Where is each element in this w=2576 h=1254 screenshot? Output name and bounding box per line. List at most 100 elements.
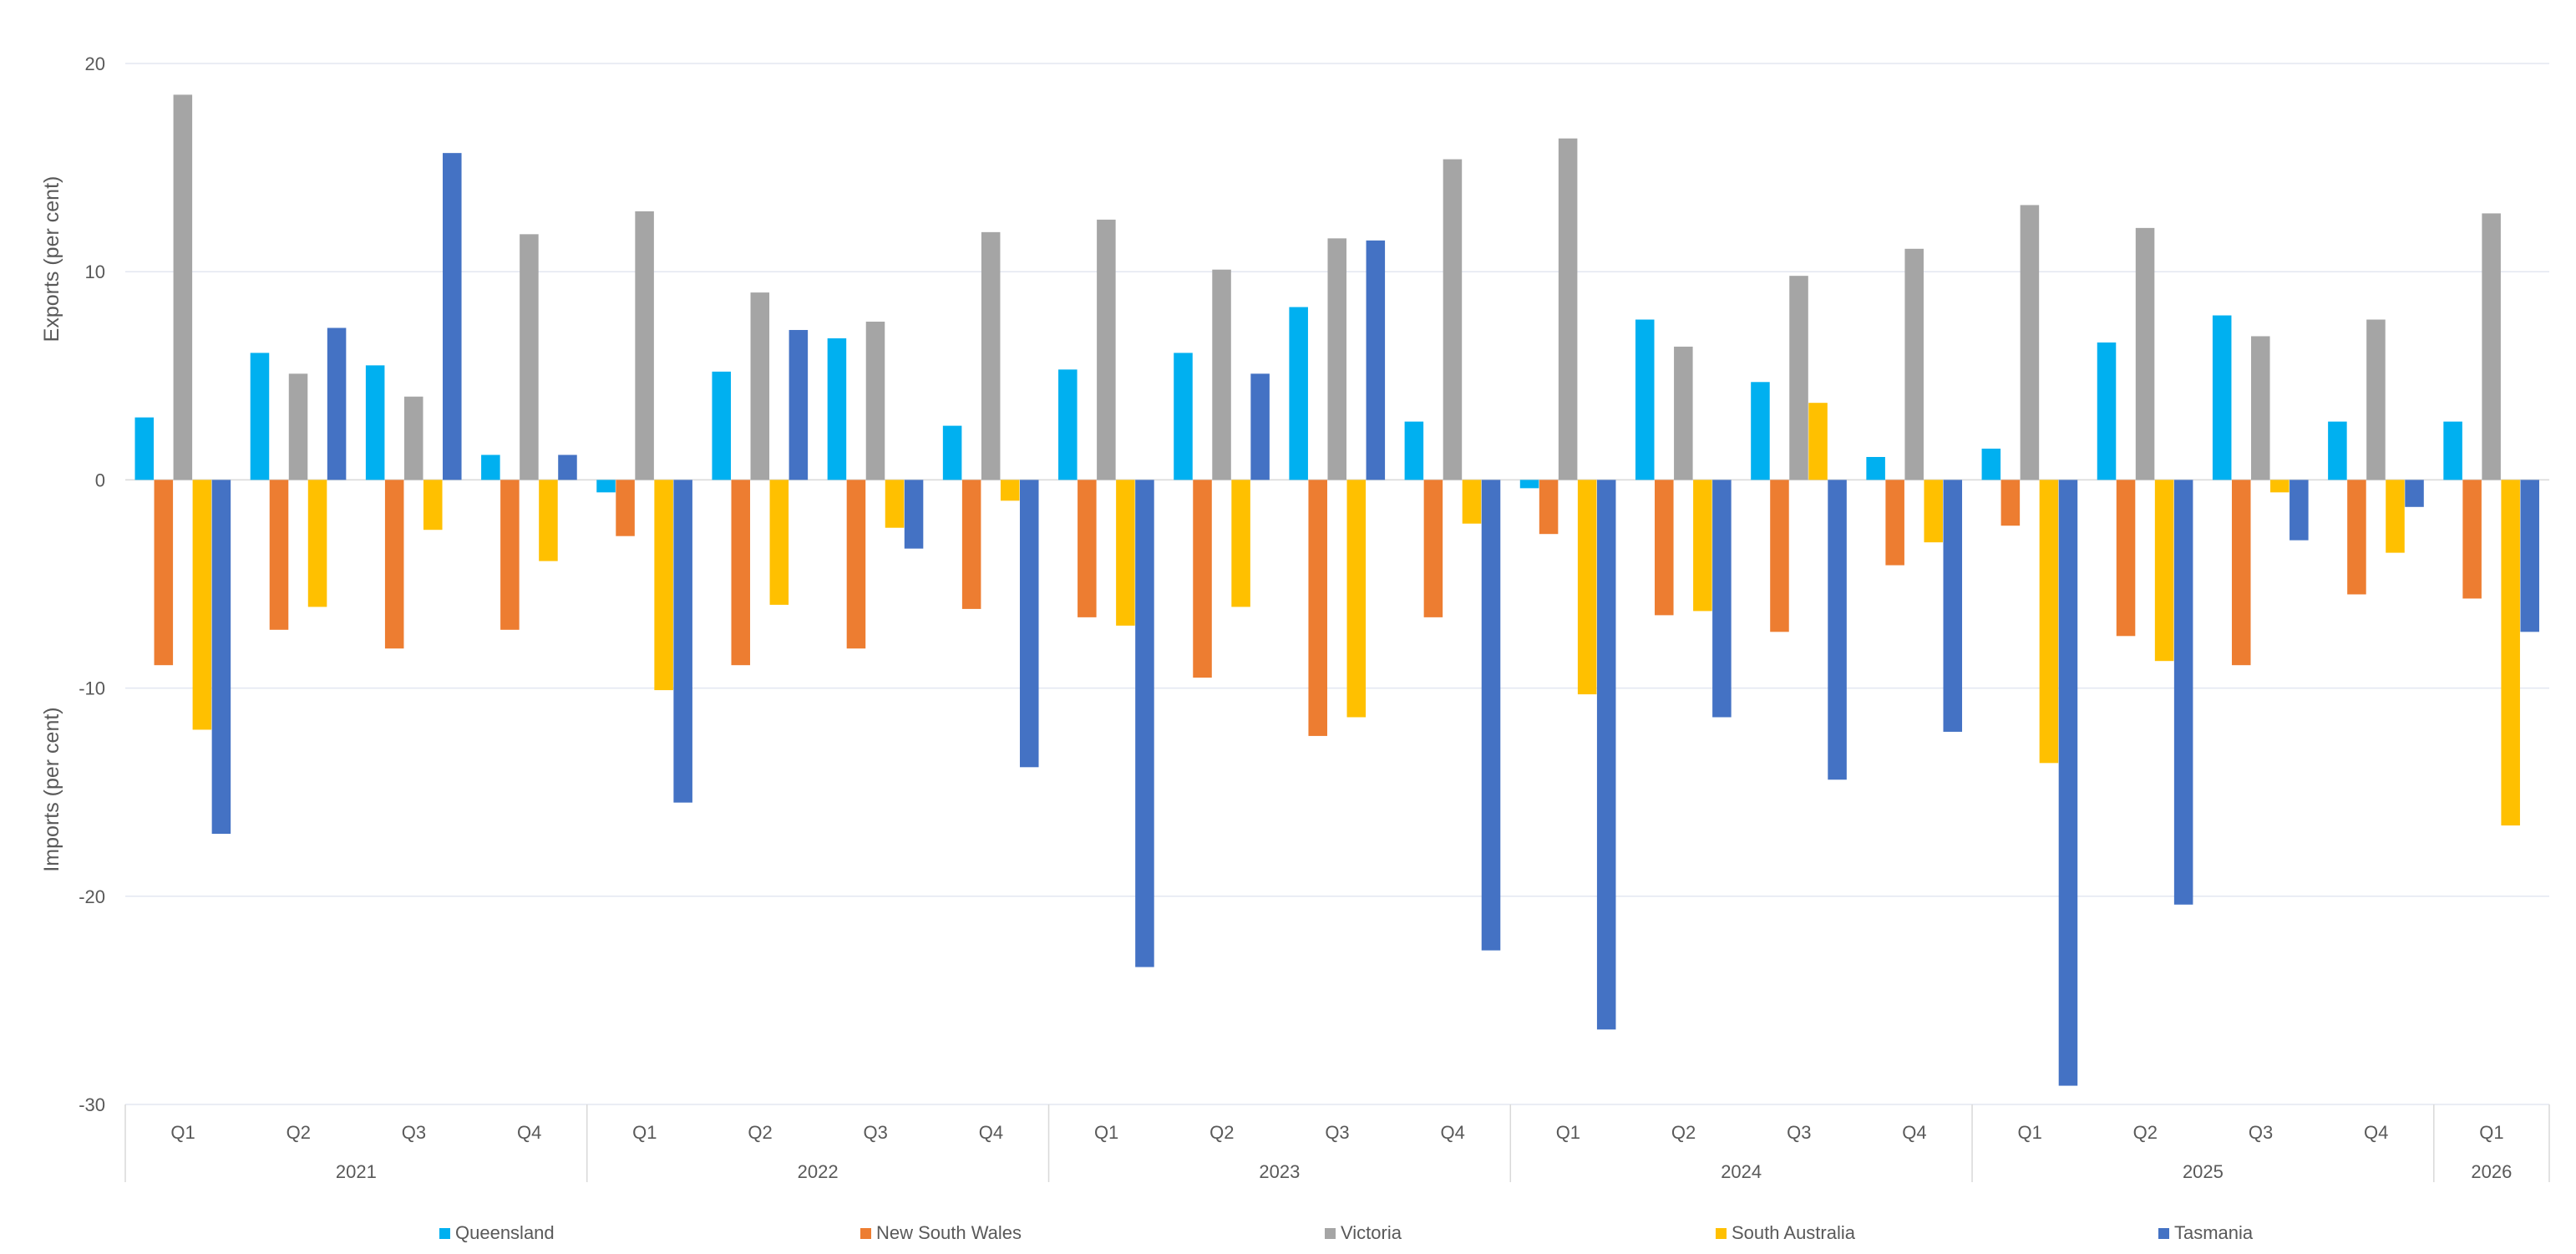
- bar-south-australia: [2039, 480, 2059, 764]
- bar-queensland: [2443, 421, 2462, 480]
- bar-new-south-wales: [1078, 480, 1097, 617]
- bar-queensland: [1289, 307, 1308, 480]
- bar-south-australia: [1808, 403, 1828, 480]
- bar-tasmania: [2289, 480, 2309, 541]
- legend-label: South Australia: [1732, 1222, 1856, 1243]
- bar-south-australia: [654, 480, 673, 691]
- bar-victoria: [865, 322, 885, 480]
- bar-south-australia: [1577, 480, 1597, 695]
- bar-south-australia: [1231, 480, 1250, 607]
- bar-tasmania: [2173, 480, 2193, 905]
- x-year-label: 2023: [1259, 1161, 1300, 1182]
- bar-queensland: [596, 480, 616, 493]
- bar-queensland: [1174, 353, 1193, 480]
- bar-victoria: [2020, 205, 2040, 480]
- bar-south-australia: [307, 480, 327, 607]
- bar-new-south-wales: [2347, 480, 2366, 595]
- bar-victoria: [2135, 227, 2155, 480]
- x-year-label: 2026: [2471, 1161, 2512, 1182]
- bar-new-south-wales: [616, 480, 635, 536]
- x-tick-label: Q3: [1787, 1122, 1811, 1143]
- bar-south-australia: [2154, 480, 2174, 662]
- bar-south-australia: [423, 480, 443, 531]
- bar-queensland: [2097, 342, 2117, 480]
- bar-south-australia: [1000, 480, 1020, 501]
- bar-victoria: [2482, 213, 2501, 480]
- bar-victoria: [173, 94, 193, 480]
- bar-tasmania: [789, 329, 809, 480]
- x-tick-label: Q1: [2479, 1122, 2503, 1143]
- bar-new-south-wales: [1193, 480, 1212, 678]
- bar-new-south-wales: [1539, 480, 1559, 535]
- bar-victoria: [1097, 219, 1116, 480]
- x-tick-label: Q2: [748, 1122, 772, 1143]
- bar-tasmania: [558, 454, 577, 480]
- bar-victoria: [750, 292, 770, 480]
- x-tick-label: Q1: [2017, 1122, 2041, 1143]
- x-tick-label: Q3: [864, 1122, 888, 1143]
- bar-tasmania: [1481, 480, 1501, 951]
- bars: [134, 94, 2539, 1086]
- bar-victoria: [1212, 269, 1231, 480]
- bar-south-australia: [1462, 480, 1482, 524]
- y-axis-title-imports: Imports (per cent): [40, 707, 63, 871]
- bar-tasmania: [327, 327, 347, 480]
- bar-south-australia: [2270, 480, 2289, 493]
- bar-new-south-wales: [1885, 480, 1904, 566]
- bar-new-south-wales: [2116, 480, 2136, 637]
- bar-queensland: [481, 454, 500, 480]
- legend-label: Queensland: [455, 1222, 555, 1243]
- bar-victoria: [288, 373, 308, 480]
- bar-queensland: [827, 338, 847, 480]
- x-tick-label: Q1: [1094, 1122, 1118, 1143]
- bar-queensland: [712, 371, 731, 480]
- x-year-label: 2022: [798, 1161, 839, 1182]
- bar-new-south-wales: [269, 480, 289, 630]
- x-tick-label: Q2: [1671, 1122, 1696, 1143]
- bar-queensland: [942, 425, 962, 480]
- bar-queensland: [1519, 480, 1539, 489]
- x-tick-label: Q4: [517, 1122, 541, 1143]
- x-tick-label: Q1: [1556, 1122, 1580, 1143]
- bar-queensland: [1981, 449, 2001, 480]
- bar-new-south-wales: [1423, 480, 1443, 617]
- legend-swatch: [860, 1228, 871, 1239]
- x-tick-label: Q1: [632, 1122, 657, 1143]
- bar-victoria: [1789, 276, 1808, 480]
- y-tick-label: -30: [79, 1094, 105, 1115]
- y-tick-label: -20: [79, 886, 105, 907]
- legend: Queensland New South Wales Victoria South A…: [439, 1222, 2254, 1243]
- bar-new-south-wales: [731, 480, 751, 666]
- x-tick-label: Q2: [1209, 1122, 1234, 1143]
- bar-queensland: [134, 417, 155, 480]
- bar-tasmania: [2405, 480, 2424, 507]
- bar-south-australia: [769, 480, 789, 605]
- x-axis: Q1 Q2 Q3 Q4 Q1 Q2 Q3 Q4 Q1 Q2 Q3 Q4 Q1 Q2 Q3 Q4 Q1 Q2 Q3 Q4…: [124, 1104, 2550, 1182]
- bar-tasmania: [443, 153, 462, 480]
- bar-victoria: [520, 234, 539, 480]
- bar-south-australia: [2501, 480, 2520, 826]
- x-tick-label: Q4: [2364, 1122, 2388, 1143]
- bar-tasmania: [673, 480, 692, 803]
- bar-queensland: [1751, 382, 1770, 480]
- bar-new-south-wales: [2231, 480, 2251, 666]
- y-axis-title-exports: Exports (per cent): [40, 176, 63, 343]
- bar-tasmania: [2520, 480, 2539, 632]
- bar-tasmania: [1828, 480, 1847, 780]
- bar-tasmania: [2058, 480, 2078, 1086]
- bar-queensland: [1058, 369, 1078, 480]
- legend-label: New South Wales: [876, 1222, 1022, 1243]
- bar-victoria: [1327, 238, 1347, 480]
- bar-tasmania: [211, 480, 231, 835]
- legend-label: Victoria: [1341, 1222, 1402, 1243]
- x-tick-label: Q4: [1902, 1122, 1926, 1143]
- bar-tasmania: [904, 480, 924, 549]
- bar-new-south-wales: [1308, 480, 1327, 736]
- bar-victoria: [981, 231, 1001, 480]
- bar-queensland: [365, 365, 385, 480]
- bar-tasmania: [1250, 373, 1270, 480]
- y-tick-labels: 20 10 0 -10 -20 -30: [79, 53, 105, 1115]
- x-year-label: 2024: [1721, 1161, 1762, 1182]
- bar-victoria: [1443, 159, 1463, 480]
